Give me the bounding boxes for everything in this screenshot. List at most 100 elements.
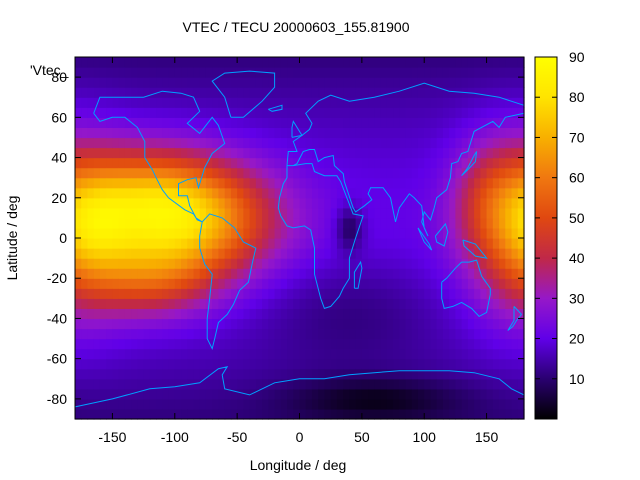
heat-cell [405, 388, 413, 400]
heat-cell [411, 67, 419, 78]
heat-cell [330, 328, 338, 340]
heat-cell [143, 248, 151, 259]
heat-cell [417, 187, 425, 199]
heat-cell [168, 378, 176, 390]
heat-cell [131, 117, 138, 128]
heat-cell [511, 217, 519, 229]
heat-cell [124, 268, 132, 279]
heat-cell [380, 87, 388, 98]
heat-cell [293, 398, 301, 410]
heat-cell [499, 97, 506, 108]
heat-cell [474, 348, 481, 360]
heat-cell [93, 238, 101, 249]
heat-cell [143, 187, 151, 199]
heat-cell [205, 398, 213, 410]
heat-cell [417, 117, 425, 128]
heat-cell [218, 258, 226, 269]
heat-cell [255, 107, 263, 118]
heat-cell [374, 127, 382, 139]
heat-cell [474, 378, 481, 390]
heat-cell [424, 157, 432, 169]
heat-cell [174, 147, 182, 159]
heat-cell [99, 388, 107, 400]
heat-cell [417, 358, 425, 370]
heat-cell [486, 378, 494, 390]
heat-cell [374, 187, 382, 199]
heat-cell [499, 368, 506, 380]
heat-cell [199, 318, 207, 330]
heat-cell [156, 77, 163, 88]
heat-cell [368, 187, 375, 199]
heat-cell [455, 197, 463, 209]
heat-cell [474, 268, 481, 279]
heat-cell [424, 207, 432, 219]
heat-cell [93, 207, 101, 219]
heat-cell [324, 227, 332, 239]
heat-cell [181, 328, 188, 340]
heat-cell [349, 57, 357, 68]
heat-cell [131, 248, 138, 259]
heat-cell [486, 258, 494, 269]
heat-cell [349, 318, 357, 330]
colorbar-tick-label: 80 [569, 89, 585, 105]
heat-cell [374, 348, 382, 360]
heat-cell [442, 177, 450, 189]
heat-cell [268, 278, 276, 289]
heat-cell [268, 147, 276, 159]
heat-cell [156, 117, 163, 128]
heat-cell [293, 217, 301, 229]
heat-cell [386, 97, 394, 108]
heat-cell [274, 398, 282, 410]
heat-cell [112, 227, 120, 239]
heat-cell [293, 97, 301, 108]
heat-cell [212, 87, 220, 98]
heat-cell [424, 248, 432, 259]
heat-cell [492, 87, 500, 98]
heat-cell [386, 57, 394, 68]
heat-cell [274, 77, 282, 88]
heat-cell [149, 288, 157, 299]
heat-cell [330, 388, 338, 400]
heat-cell [124, 238, 132, 249]
heat-cell [156, 318, 163, 330]
heat-cell [499, 308, 506, 320]
heat-cell [124, 57, 132, 68]
heat-cell [212, 258, 220, 269]
heat-cell [106, 97, 114, 108]
heat-cell [106, 258, 114, 269]
heat-cell [187, 288, 195, 299]
heat-cell [212, 278, 220, 289]
heat-cell [87, 227, 95, 239]
heat-cell [511, 278, 519, 289]
heat-cell [449, 388, 457, 400]
heat-cell [268, 338, 276, 350]
heat-cell [156, 378, 163, 390]
heat-cell [311, 167, 319, 179]
heat-cell [75, 308, 82, 320]
heat-cell [93, 398, 101, 410]
heat-cell [311, 328, 319, 340]
heat-cell [442, 258, 450, 269]
heat-cell [156, 268, 163, 279]
heat-cell [162, 298, 170, 309]
heat-cell [262, 107, 269, 118]
heat-cell [274, 57, 282, 68]
heat-cell [499, 77, 506, 88]
heat-cell [511, 338, 519, 350]
heat-cell [492, 288, 500, 299]
heat-cell [405, 298, 413, 309]
heat-cell [237, 87, 244, 98]
heat-cell [380, 157, 388, 169]
heat-cell [442, 378, 450, 390]
heat-cell [99, 217, 107, 229]
heat-cell [268, 368, 276, 380]
heat-cell [505, 147, 513, 159]
heat-cell [480, 268, 488, 279]
heat-cell [355, 308, 363, 320]
heat-cell [442, 298, 450, 309]
heat-cell [311, 378, 319, 390]
heat-cell [311, 408, 319, 420]
heat-cell [156, 368, 163, 380]
heat-cell [361, 248, 369, 259]
heat-cell [430, 97, 438, 108]
